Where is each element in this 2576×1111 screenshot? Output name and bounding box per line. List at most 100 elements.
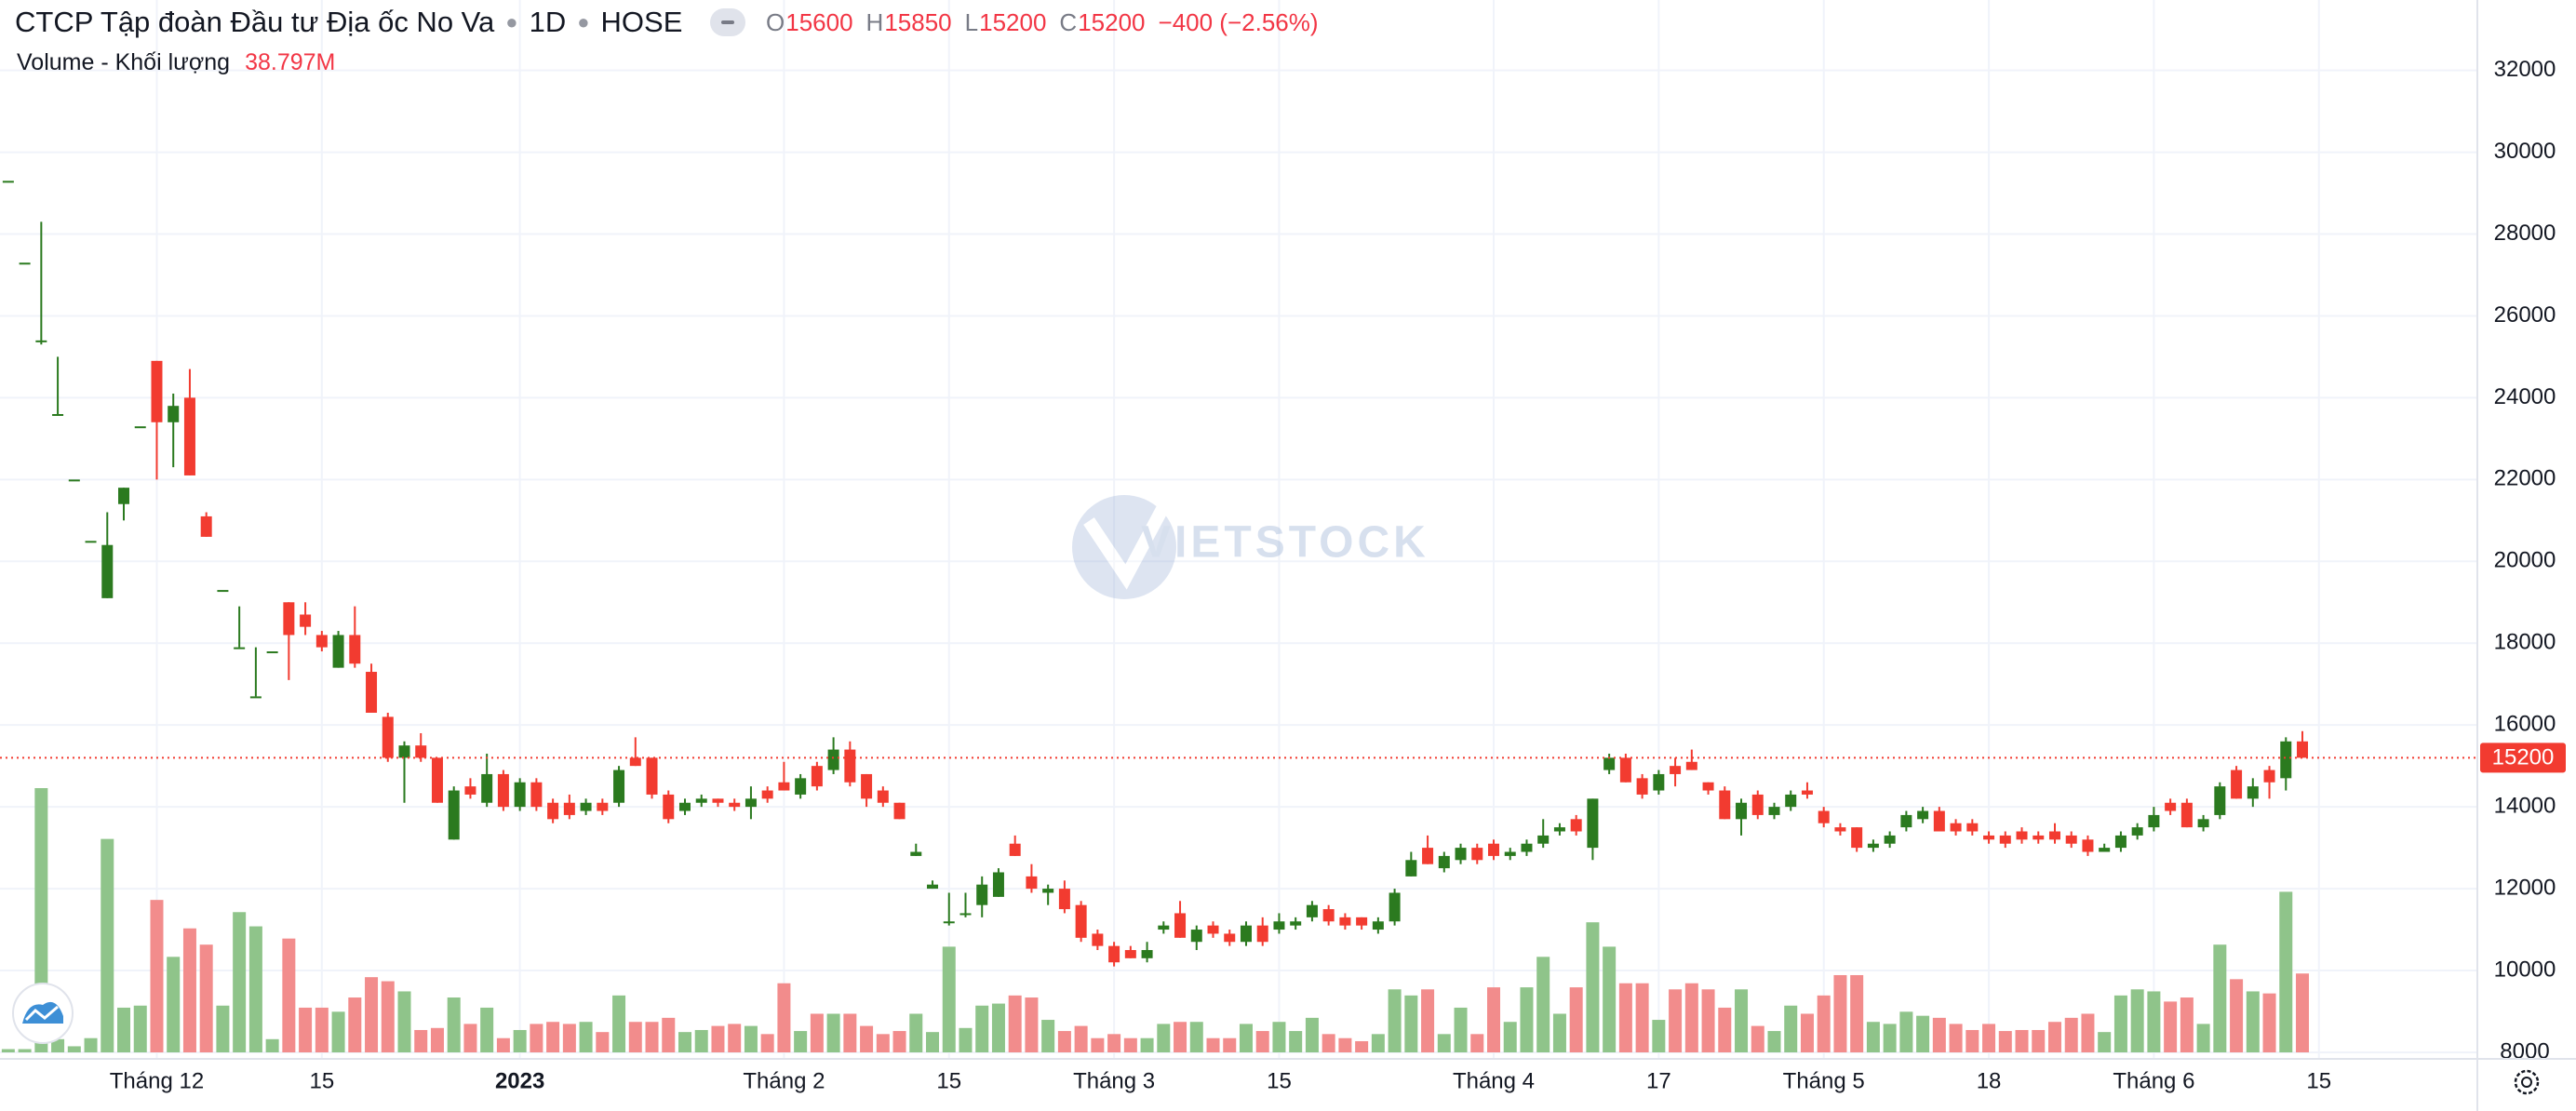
- candle-body: [1158, 925, 1170, 930]
- x-tick-label: 15: [2306, 1068, 2331, 1093]
- volume-bar: [365, 977, 379, 1052]
- volume-bar: [2047, 1022, 2061, 1052]
- candle-body: [893, 802, 906, 820]
- candle-body: [85, 541, 97, 543]
- collapse-button[interactable]: [710, 8, 746, 36]
- volume-bar: [612, 995, 626, 1052]
- candle-body: [1256, 925, 1268, 943]
- candle-body: [646, 757, 658, 795]
- candle-body: [2148, 814, 2160, 828]
- y-tick-label: 30000: [2494, 139, 2556, 164]
- volume-bar: [1866, 1022, 1880, 1052]
- candle-body: [266, 651, 278, 654]
- watermark: VIETSTOCK: [1072, 495, 1429, 599]
- candle-body: [1636, 778, 1648, 795]
- x-tick-label: 15: [1267, 1068, 1292, 1093]
- volume-bar: [299, 1007, 313, 1052]
- y-tick-label: 22000: [2494, 466, 2556, 491]
- ohlc-key: L: [964, 7, 979, 36]
- volume-bar: [1684, 983, 1698, 1052]
- volume-bar: [2032, 1029, 2046, 1052]
- volume-bar: [1123, 1037, 1137, 1052]
- candle-body: [2231, 770, 2243, 799]
- volume-title: Volume - Khối lượng: [17, 48, 231, 75]
- volume-bar: [1272, 1022, 1286, 1052]
- candle-body: [1851, 827, 1863, 849]
- volume-bar: [975, 1005, 989, 1052]
- volume-bar: [1701, 989, 1715, 1052]
- volume-bar: [513, 1029, 527, 1052]
- candle-body: [35, 340, 47, 342]
- volume-bar: [67, 1046, 81, 1052]
- ohlc-legend: O 15600 H 15850 L 15200 C 15200 −400 (−2.56%…: [766, 6, 1319, 39]
- watermark-logo: [1083, 503, 1170, 590]
- symbol-title: CTCP Tập đoàn Đầu tư Địa ốc No Va: [15, 6, 495, 38]
- candle-body: [1405, 860, 1417, 877]
- volume-bar: [265, 1038, 279, 1052]
- volume-bar: [18, 1049, 32, 1052]
- y-tick-label: 32000: [2494, 57, 2556, 82]
- candle-body: [2297, 741, 2309, 758]
- candle-body: [1240, 925, 1252, 943]
- volume-bar: [1982, 1024, 1996, 1052]
- volume-bar: [150, 900, 164, 1052]
- volume-bar: [51, 1038, 65, 1052]
- x-tick-label: Tháng 4: [1453, 1068, 1535, 1093]
- interval[interactable]: 1D: [529, 6, 567, 38]
- volume-bar: [1520, 987, 1534, 1052]
- candle-body: [695, 798, 707, 803]
- volume-bar: [2081, 1013, 2095, 1052]
- volume-bar: [1586, 922, 1600, 1052]
- volume-bar: [1206, 1037, 1220, 1052]
- candle-body: [1553, 827, 1565, 832]
- volume-bar: [728, 1024, 742, 1052]
- candle-body: [200, 515, 212, 537]
- candle-body: [1950, 823, 1962, 832]
- y-tick-label: 24000: [2494, 384, 2556, 409]
- logo-button[interactable]: [12, 983, 74, 1044]
- candle-body: [943, 921, 955, 924]
- candle-body: [1009, 843, 1021, 856]
- x-tick-label: 15: [309, 1068, 334, 1093]
- volume-bar: [1404, 995, 1418, 1052]
- volume-bar: [167, 957, 181, 1052]
- y-tick-label: 12000: [2494, 875, 2556, 900]
- settings-button[interactable]: [2514, 1069, 2540, 1095]
- watermark-logo: [1072, 495, 1176, 599]
- volume-bar: [282, 938, 296, 1052]
- candle-body: [597, 802, 609, 811]
- volume-bar: [1899, 1011, 1913, 1052]
- volume-bar: [2246, 991, 2260, 1052]
- volume-bar: [463, 1024, 477, 1052]
- candle-body: [1092, 933, 1104, 946]
- candle-body: [1174, 913, 1187, 938]
- candle-body: [1785, 794, 1797, 808]
- candle-body: [1570, 819, 1582, 832]
- price-axis: [2477, 0, 2576, 1111]
- candle-body: [464, 786, 476, 795]
- candle-body: [1356, 917, 1368, 926]
- volume-bar: [1025, 997, 1039, 1052]
- candle-body: [1751, 794, 1764, 815]
- volume-bar: [926, 1032, 940, 1052]
- y-tick-label: 28000: [2494, 221, 2556, 246]
- watermark-text: VIETSTOCK: [1141, 518, 1429, 568]
- candle-body: [1438, 855, 1450, 869]
- ohlc-value: 15200: [979, 7, 1047, 36]
- volume-bar: [1833, 974, 1847, 1052]
- candle-body: [1587, 798, 1599, 849]
- volume-bar: [777, 983, 791, 1052]
- candle-body: [2263, 770, 2275, 783]
- candle-body: [1900, 814, 1912, 828]
- volume-bar: [596, 1032, 610, 1052]
- ohlc-key: C: [1059, 7, 1078, 36]
- candle-body: [844, 749, 856, 783]
- volume-bar: [1, 1049, 15, 1052]
- candle-body: [1966, 823, 1979, 832]
- volume-bar: [794, 1031, 808, 1052]
- volume-value: 38.797M: [245, 48, 336, 75]
- volume-bar: [1322, 1034, 1335, 1052]
- candle-body: [1026, 876, 1038, 890]
- volume-bar: [1470, 1034, 1484, 1052]
